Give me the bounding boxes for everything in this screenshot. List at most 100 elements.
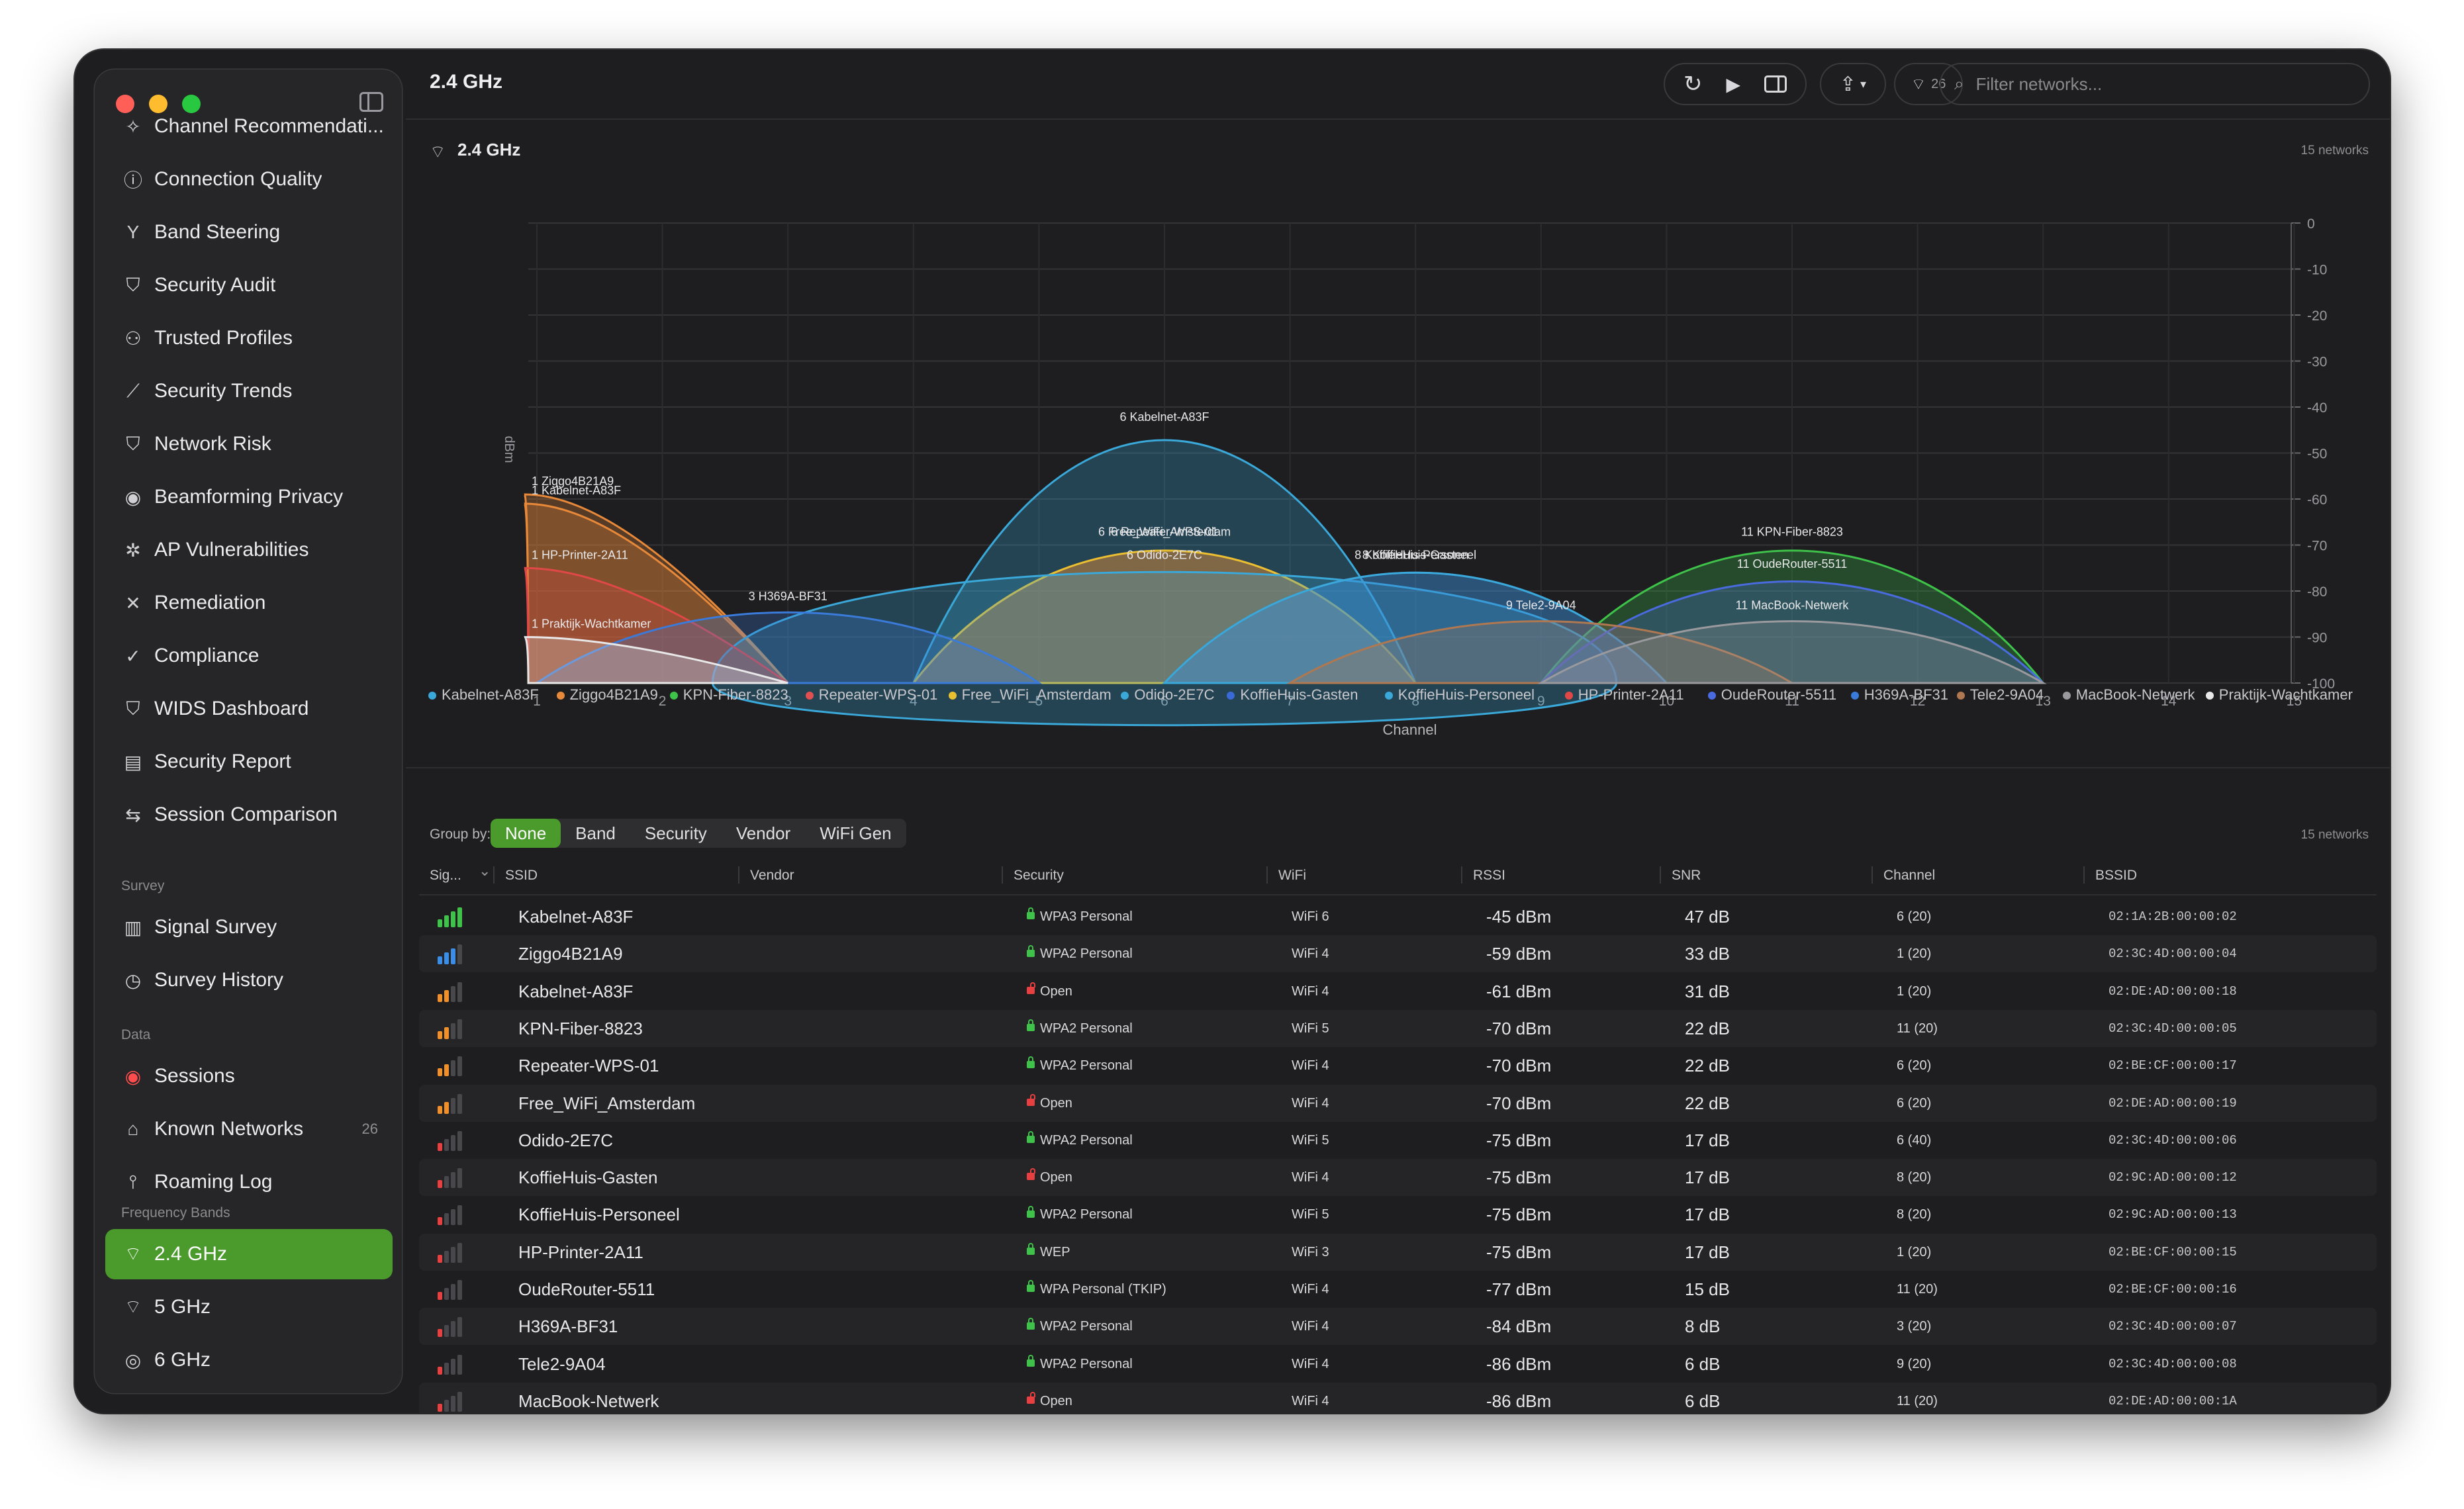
rssi-cell-text: -70 dBm	[1486, 1056, 1552, 1076]
column-header-channel[interactable]: Channel	[1883, 868, 1936, 883]
group-option-none[interactable]: None	[491, 819, 561, 848]
share-menu-button[interactable]: ⇪ ▾	[1820, 63, 1886, 105]
signal-bar	[438, 1030, 442, 1039]
table-row[interactable]: Odido-2E7C WPA2 Personal WiFi 5 -75 dBm 17 d…	[419, 1122, 2377, 1159]
sidebar-item-beamforming-privacy[interactable]: ◉ Beamforming Privacy	[105, 472, 393, 522]
sidebar-item-signal-survey[interactable]: ▥ Signal Survey	[105, 902, 393, 952]
signal-bars-icon	[438, 1354, 471, 1375]
sidebar-item-roaming-log[interactable]: ⫯ Roaming Log	[105, 1157, 393, 1207]
column-header-wifi[interactable]: WiFi	[1278, 868, 1306, 883]
column-divider[interactable]	[2083, 866, 2085, 884]
column-header-rssi[interactable]: RSSI	[1473, 868, 1506, 883]
refresh-icon[interactable]: ↻	[1683, 71, 1703, 97]
sidebar-item-ap-vulnerabilities[interactable]: ✲ AP Vulnerabilities	[105, 525, 393, 575]
table-row[interactable]: Free_WiFi_Amsterdam Open WiFi 4 -70 dBm 22 d…	[419, 1084, 2377, 1122]
legend-swatch	[556, 692, 565, 700]
table-row[interactable]: Tele2-9A04 WPA2 Personal WiFi 4 -86 dBm 6 dB…	[419, 1346, 2377, 1383]
table-row[interactable]: OudeRouter-5511 WPA Personal (TKIP) WiFi 4…	[419, 1271, 2377, 1308]
channel-cell-text: 6 (20)	[1897, 909, 1932, 924]
legend-swatch	[805, 692, 814, 700]
sidebar-item-label: Compliance	[154, 645, 260, 666]
sidebar-item-channel-recommendati[interactable]: ✧ Channel Recommendati...	[105, 101, 393, 152]
rssi-cell-text: -45 dBm	[1486, 907, 1552, 927]
bssid-cell: 02:3C:4D:00:00:05	[2109, 1010, 2237, 1047]
column-divider[interactable]	[1872, 866, 1873, 884]
table-row[interactable]: KoffieHuis-Gasten Open WiFi 4 -75 dBm 17 dB 8…	[419, 1159, 2377, 1197]
table-row[interactable]: HP-Printer-2A11 WEP WiFi 3 -75 dBm 17 dB 1 (2…	[419, 1233, 2377, 1271]
bssid-cell: 02:DE:AD:00:00:1A	[2109, 1383, 2237, 1413]
column-divider[interactable]	[1002, 866, 1003, 884]
security-cell: WEP	[1027, 1234, 1070, 1271]
sidebar-item-session-comparison[interactable]: ⇆ Session Comparison	[105, 790, 393, 840]
group-option-vendor[interactable]: Vendor	[735, 823, 791, 843]
lock-icon	[1027, 944, 1035, 957]
column-divider[interactable]	[493, 866, 495, 884]
table-row[interactable]: KPN-Fiber-8823 WPA2 Personal WiFi 5 -70 dBm…	[419, 1009, 2377, 1047]
table-row[interactable]: Repeater-WPS-01 WPA2 Personal WiFi 4 -70 dB…	[419, 1047, 2377, 1084]
ssid-cell-text: HP-Printer-2A11	[518, 1242, 643, 1262]
table-row[interactable]: KoffieHuis-Personeel WPA2 Personal WiFi 5 -…	[419, 1196, 2377, 1233]
sidebar-item-wids-dashboard[interactable]: ⛉ WIDS Dashboard	[105, 684, 393, 734]
sidebar-item-connection-quality[interactable]: ⓘ Connection Quality	[105, 154, 393, 205]
close-window-button[interactable]	[116, 95, 134, 113]
security-cell: Open	[1027, 973, 1072, 1010]
ssid-cell-text: H369A-BF31	[518, 1316, 618, 1337]
sidebar-item-survey-history[interactable]: ◷ Survey History	[105, 955, 393, 1005]
play-icon[interactable]: ▶	[1726, 73, 1741, 95]
eye-icon: ◉	[124, 486, 142, 508]
snr-cell-text: 15 dB	[1685, 1279, 1730, 1299]
column-header-ssid[interactable]: SSID	[505, 868, 538, 883]
sidebar-item-band-steering[interactable]: Y Band Steering	[105, 207, 393, 257]
column-divider[interactable]	[1461, 866, 1462, 884]
sidebar-item-network-risk[interactable]: ⛉ Network Risk	[105, 419, 393, 469]
sidebar-toggle-icon[interactable]	[359, 92, 383, 112]
sidebar-item-compliance[interactable]: ✓ Compliance	[105, 631, 393, 681]
signal-bar	[451, 1321, 455, 1338]
column-divider[interactable]	[1660, 866, 1661, 884]
table-row[interactable]: Kabelnet-A83F WPA3 Personal WiFi 6 -45 dBm 4…	[419, 898, 2377, 935]
table-row[interactable]: H369A-BF31 WPA2 Personal WiFi 4 -84 dBm 8 dB…	[419, 1308, 2377, 1346]
group-option-wifi-gen[interactable]: WiFi Gen	[820, 823, 892, 843]
sidebar-item-known-networks[interactable]: ⌂ Known Networks 26	[105, 1104, 393, 1154]
wifi-gen-cell: WiFi 4	[1292, 1308, 1329, 1345]
bssid-cell: 02:3C:4D:00:00:07	[2109, 1308, 2237, 1345]
security-cell: WPA2 Personal	[1027, 1308, 1133, 1345]
sidebar-item-sessions[interactable]: ◉ Sessions	[105, 1051, 393, 1101]
group-option-security[interactable]: Security	[644, 823, 707, 843]
group-option-band[interactable]: Band	[575, 823, 616, 843]
column-header-sig[interactable]: Sig...	[430, 868, 461, 883]
wifi-gen-cell: WiFi 4	[1292, 1383, 1329, 1413]
sidebar-item-6-ghz[interactable]: ◎ 6 GHz	[105, 1335, 393, 1385]
minimize-window-button[interactable]	[149, 95, 167, 113]
sort-chevron-icon[interactable]: ⌄	[479, 862, 491, 879]
table-row[interactable]: MacBook-Netwerk Open WiFi 4 -86 dBm 6 dB 11 (…	[419, 1382, 2377, 1413]
sidebar-item-trusted-profiles[interactable]: ⚇ Trusted Profiles	[105, 313, 393, 363]
split-view-icon[interactable]	[1764, 75, 1787, 93]
column-divider[interactable]	[1266, 866, 1268, 884]
person-check-icon: ⚇	[124, 328, 142, 349]
column-header-bssid[interactable]: BSSID	[2095, 868, 2138, 883]
search-input[interactable]	[1974, 73, 2322, 95]
bssid-cell-text: 02:DE:AD:00:00:18	[2109, 983, 2237, 999]
sidebar-item-remediation[interactable]: ✕ Remediation	[105, 578, 393, 628]
series-area-ouderouter-5511	[1539, 580, 2046, 684]
table-row[interactable]: Kabelnet-A83F Open WiFi 4 -61 dBm 31 dB 1 (20…	[419, 973, 2377, 1010]
column-header-security[interactable]: Security	[1014, 868, 1064, 883]
sidebar-item-security-report[interactable]: ▤ Security Report	[105, 737, 393, 787]
rssi-cell-text: -59 dBm	[1486, 944, 1552, 964]
search-field[interactable]: ⌕	[1940, 63, 2370, 105]
sidebar-item-security-trends[interactable]: ⟋ Security Trends	[105, 366, 393, 416]
sidebar-item-security-audit[interactable]: ⛉ Security Audit	[105, 260, 393, 310]
wifi-gen-cell: WiFi 4	[1292, 973, 1329, 1010]
sidebar-item-5-ghz[interactable]: ⌔ 5 GHz	[105, 1282, 393, 1332]
security-cell: Open	[1027, 1159, 1072, 1196]
column-divider[interactable]	[738, 866, 739, 884]
table-row[interactable]: Ziggo4B21A9 WPA2 Personal WiFi 4 -59 dBm 33 …	[419, 935, 2377, 973]
channel-cell-text: 1 (20)	[1897, 983, 1932, 999]
signal-bar	[457, 1056, 462, 1077]
zoom-window-button[interactable]	[182, 95, 201, 113]
column-header-vendor[interactable]: Vendor	[750, 868, 794, 883]
column-header-snr[interactable]: SNR	[1672, 868, 1701, 883]
rssi-cell-text: -75 dBm	[1486, 1130, 1552, 1150]
sidebar-item-2-4-ghz[interactable]: ⌔ 2.4 GHz	[105, 1229, 393, 1279]
